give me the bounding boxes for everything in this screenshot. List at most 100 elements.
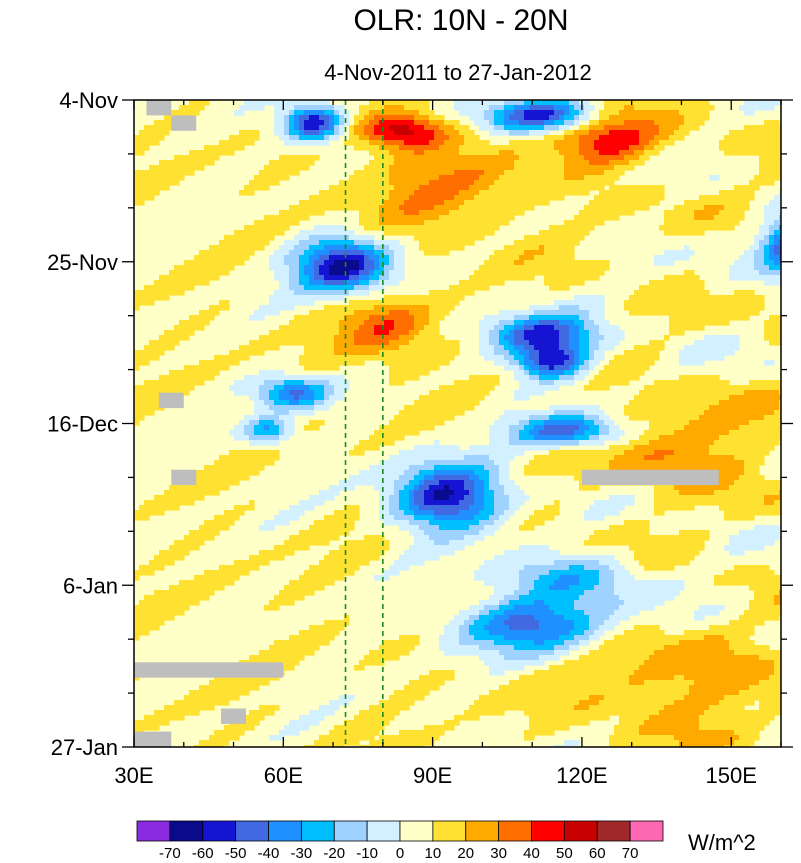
heatmap-cell [479, 120, 485, 126]
heatmap-cell [449, 395, 455, 401]
heatmap-cell [169, 385, 175, 391]
heatmap-cell [364, 290, 370, 296]
heatmap-cell [404, 345, 410, 351]
heatmap-cell [319, 400, 325, 406]
heatmap-cell [369, 275, 375, 281]
heatmap-cell [654, 140, 660, 146]
heatmap-cell [529, 365, 535, 371]
heatmap-cell [764, 160, 770, 166]
heatmap-cell [749, 105, 755, 111]
heatmap-cell [294, 335, 300, 341]
heatmap-cell [189, 380, 195, 386]
heatmap-cell [294, 325, 300, 331]
heatmap-cell [569, 135, 575, 141]
heatmap-cell [299, 235, 305, 241]
heatmap-cell [499, 325, 505, 331]
heatmap-cell [444, 390, 450, 396]
heatmap-cell [199, 315, 205, 321]
heatmap-cell [299, 285, 305, 291]
heatmap-cell [519, 145, 525, 151]
heatmap-cell [179, 175, 185, 181]
heatmap-cell [234, 380, 240, 386]
heatmap-cell [694, 340, 700, 346]
heatmap-cell [409, 300, 415, 306]
heatmap-cell [674, 280, 680, 286]
heatmap-cell [324, 255, 330, 261]
heatmap-cell [349, 350, 355, 356]
heatmap-cell [469, 210, 475, 216]
heatmap-cell [564, 265, 570, 271]
heatmap-cell [444, 160, 450, 166]
heatmap-cell [744, 270, 750, 276]
heatmap-cell [249, 415, 255, 421]
heatmap-cell [144, 125, 150, 131]
heatmap-cell [164, 185, 170, 191]
heatmap-cell [469, 110, 475, 116]
heatmap-cell [349, 200, 355, 206]
heatmap-cell [599, 345, 605, 351]
heatmap-cell [514, 110, 520, 116]
heatmap-cell [494, 130, 500, 136]
heatmap-cell [724, 405, 730, 411]
heatmap-cell [499, 180, 505, 186]
heatmap-cell [484, 150, 490, 156]
heatmap-cell [519, 330, 525, 336]
heatmap-cell [399, 245, 405, 251]
heatmap-cell [304, 400, 310, 406]
heatmap-cell [269, 390, 275, 396]
heatmap-cell [194, 100, 200, 106]
heatmap-cell [414, 365, 420, 371]
heatmap-cell [779, 275, 781, 281]
heatmap-cell [289, 325, 295, 331]
heatmap-cell [464, 105, 470, 111]
heatmap-cell [134, 365, 140, 371]
heatmap-cell [449, 385, 455, 391]
heatmap-cell [334, 240, 340, 246]
heatmap-cell [689, 115, 695, 121]
heatmap-cell [779, 150, 781, 156]
heatmap-cell [234, 135, 240, 141]
heatmap-cell [229, 145, 235, 151]
heatmap-cell [589, 120, 595, 126]
heatmap-cell [559, 260, 565, 266]
heatmap-cell [484, 285, 490, 291]
heatmap-cell [489, 255, 495, 261]
heatmap-cell [629, 190, 635, 196]
heatmap-cell [419, 235, 425, 241]
heatmap-cell [769, 360, 775, 366]
heatmap-cell [559, 255, 565, 261]
heatmap-cell [699, 390, 705, 396]
heatmap-cell [369, 175, 375, 181]
heatmap-cell [399, 410, 405, 416]
heatmap-cell [644, 115, 650, 121]
heatmap-cell [549, 330, 555, 336]
heatmap-cell [574, 110, 580, 116]
heatmap-cell [589, 380, 595, 386]
heatmap-cell [424, 245, 430, 251]
heatmap-cell [334, 205, 340, 211]
heatmap-cell [289, 290, 295, 296]
heatmap-cell [459, 400, 465, 406]
heatmap-cell [699, 295, 705, 301]
heatmap-cell [154, 165, 160, 171]
heatmap-cell [364, 135, 370, 141]
heatmap-cell [724, 415, 730, 421]
heatmap-cell [394, 165, 400, 171]
heatmap-cell [364, 265, 370, 271]
heatmap-cell [329, 395, 335, 401]
heatmap-cell [729, 315, 735, 321]
heatmap-cell [474, 190, 480, 196]
heatmap-cell [724, 215, 730, 221]
heatmap-cell [644, 385, 650, 391]
heatmap-cell [314, 355, 320, 361]
heatmap-cell [714, 380, 720, 386]
heatmap-cell [334, 265, 340, 271]
heatmap-cell [534, 260, 540, 266]
heatmap-cell [654, 415, 660, 421]
heatmap-cell [604, 200, 610, 206]
heatmap-cell [309, 205, 315, 211]
heatmap-cell [509, 350, 515, 356]
heatmap-cell [479, 270, 485, 276]
heatmap-cell [514, 130, 520, 136]
heatmap-cell [594, 125, 600, 131]
